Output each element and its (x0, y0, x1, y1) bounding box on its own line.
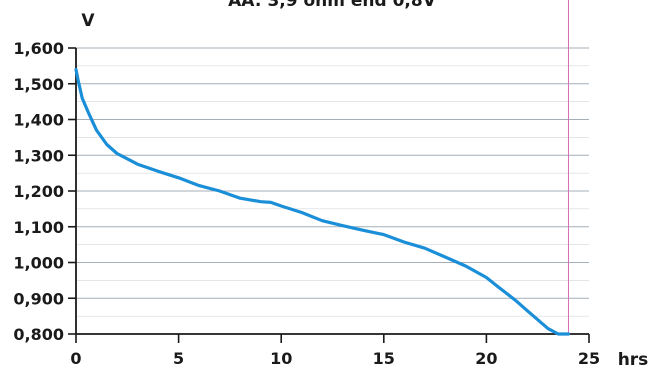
series-line (74, 67, 571, 336)
x-tick-label: 10 (270, 349, 292, 368)
y-tick-label: 0,900 (13, 289, 64, 308)
series-layer (74, 67, 571, 336)
chart-title: AA: 3,9 ohm end 0,8V (228, 0, 437, 11)
y-axis-unit: V (81, 11, 95, 31)
y-tick-labels: 0,800 0,900 1,000 1,100 1,200 1,300 1,400 1,500… (13, 39, 64, 344)
x-axis-unit: hrs (618, 350, 648, 370)
y-tick-label: 1,000 (13, 254, 64, 273)
y-tick-label: 1,200 (13, 182, 64, 201)
axes (68, 47, 590, 343)
x-tick-label: 25 (578, 349, 600, 368)
x-tick-label: 5 (173, 349, 184, 368)
y-tick-label: 1,500 (13, 75, 64, 94)
y-tick-label: 1,400 (13, 111, 64, 130)
y-tick-label: 1,300 (13, 146, 64, 165)
grid-lines (76, 47, 589, 317)
x-tick-label: 20 (475, 349, 497, 368)
x-tick-labels: 0 5 10 15 20 25 (70, 349, 600, 368)
y-tick-label: 1,600 (13, 39, 64, 58)
y-tick-label: 1,100 (13, 218, 64, 237)
y-tick-label: 0,800 (13, 325, 64, 344)
x-tick-label: 15 (373, 349, 395, 368)
x-tick-label: 0 (70, 349, 81, 368)
